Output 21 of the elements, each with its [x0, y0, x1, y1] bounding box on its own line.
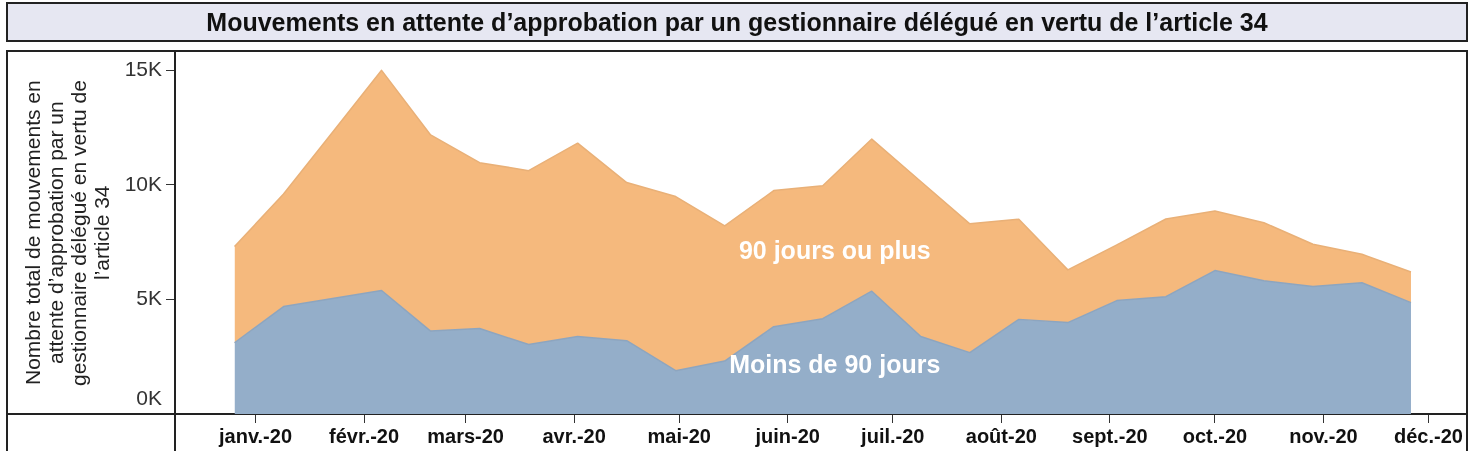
y-tick-label: 15K	[124, 57, 162, 81]
series-label: 90 jours ou plus	[738, 236, 931, 265]
x-tick-label: sept.-20	[1072, 424, 1148, 447]
series-label: Moins de 90 jours	[729, 350, 941, 379]
x-tick-label: janv.-20	[218, 424, 293, 447]
x-tick-label: juil.-20	[860, 424, 925, 447]
x-tick-label: févr.-20	[329, 424, 400, 447]
x-tick-label: mars-20	[427, 424, 504, 447]
x-tick-label: avr.-20	[542, 424, 606, 447]
x-tick-label: mai-20	[647, 424, 711, 447]
y-tick-label: 10K	[124, 171, 162, 195]
y-tick-label: 5K	[136, 286, 162, 310]
y-axis-title: Nombre total de mouvements en attente d’approbation par un gestionnaire délégué en vertu de l’article 34	[21, 79, 113, 388]
x-tick-label: juin-20	[754, 424, 820, 447]
x-tick-label: déc.-20	[1394, 424, 1463, 447]
x-tick-label: août-20	[965, 424, 1037, 447]
y-tick-label: 0K	[136, 386, 162, 410]
x-tick-label: nov.-20	[1289, 424, 1358, 447]
title-band: Mouvements en attente d’approbation par un gestionnaire délégué en vertu de l’article 34	[6, 2, 1468, 42]
chart-title: Mouvements en attente d’approbation par un gestionnaire délégué en vertu de l’article 34	[206, 7, 1268, 37]
x-tick-label: oct.-20	[1182, 424, 1248, 447]
